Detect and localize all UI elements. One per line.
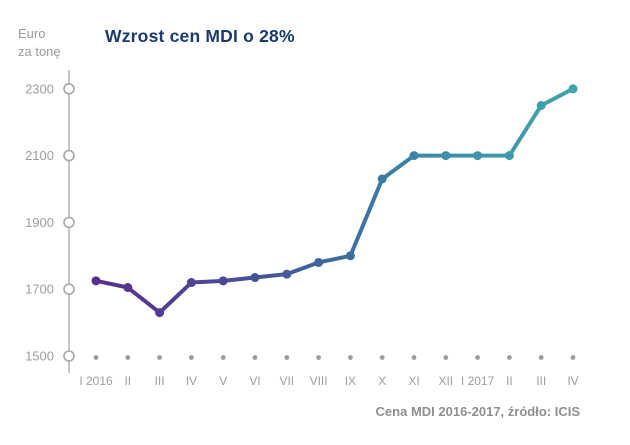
data-point-marker	[282, 269, 292, 279]
category-dot	[189, 355, 194, 360]
data-point-marker	[409, 151, 419, 161]
x-tick-label: VIII	[310, 374, 328, 388]
y-tick-label: 2300	[25, 81, 54, 96]
data-point-marker	[377, 174, 387, 184]
data-point-marker	[218, 276, 228, 286]
y-tick-circle	[63, 350, 75, 362]
category-dot	[157, 355, 163, 360]
x-tick-label: IV	[567, 374, 578, 388]
price-line	[94, 86, 575, 315]
category-dot	[125, 355, 131, 360]
x-tick-label: IV	[186, 374, 197, 388]
x-tick-label: II	[124, 374, 131, 388]
data-point-marker	[504, 151, 514, 161]
y-tick-circle	[63, 83, 75, 95]
category-dot	[538, 355, 544, 360]
category-dot	[570, 355, 576, 360]
data-point-marker	[123, 283, 133, 293]
chart-title: Wzrost cen MDI o 28%	[105, 26, 295, 46]
data-point-marker	[91, 276, 101, 286]
category-dot	[379, 355, 385, 360]
y-tick-label: 2100	[25, 148, 54, 163]
source-caption: Cena MDI 2016-2017, źródło: ICIS	[375, 404, 580, 419]
y-axis-unit-line1: Euro	[18, 26, 46, 41]
x-tick-label: X	[378, 374, 386, 388]
y-tick-label: 1700	[25, 282, 54, 297]
category-dot	[316, 355, 321, 360]
data-point-marker	[314, 257, 324, 267]
x-tick-label: V	[219, 374, 227, 388]
data-point-marker	[186, 278, 196, 288]
category-dot	[507, 355, 512, 360]
x-tick-label: I 2017	[461, 374, 495, 388]
data-point-marker	[345, 251, 355, 261]
y-tick-label: 1500	[25, 349, 54, 364]
category-dot	[348, 355, 353, 360]
data-point-marker	[441, 151, 451, 161]
category-dot	[411, 355, 417, 360]
x-tick-label: VII	[279, 374, 294, 388]
category-dot	[220, 355, 226, 360]
data-point-marker	[536, 101, 546, 110]
x-tick-label: IX	[345, 374, 356, 388]
category-dot	[284, 355, 290, 360]
y-tick-circle	[63, 283, 75, 296]
data-point-marker	[473, 151, 483, 161]
x-tick-label: III	[155, 374, 165, 388]
x-tick-label: XII	[438, 374, 453, 388]
y-axis-unit-line2: za tonę	[18, 44, 61, 60]
y-axis-unit-label: Euro za tonę	[18, 25, 61, 61]
y-tick-circle	[63, 149, 75, 162]
y-tick-circle	[63, 216, 75, 229]
x-tick-label: III	[536, 374, 546, 388]
category-dot	[252, 355, 258, 360]
data-point-marker	[250, 273, 260, 283]
y-tick-label: 1900	[25, 215, 54, 230]
data-point-marker	[155, 308, 165, 318]
x-tick-label: XI	[408, 374, 419, 388]
category-dot	[475, 355, 480, 360]
category-dot	[443, 355, 449, 360]
x-tick-label: VI	[249, 374, 260, 388]
x-tick-label: I 2016	[79, 374, 113, 388]
data-point-marker	[568, 84, 578, 94]
category-dot	[93, 355, 99, 360]
x-tick-label: II	[506, 374, 513, 388]
